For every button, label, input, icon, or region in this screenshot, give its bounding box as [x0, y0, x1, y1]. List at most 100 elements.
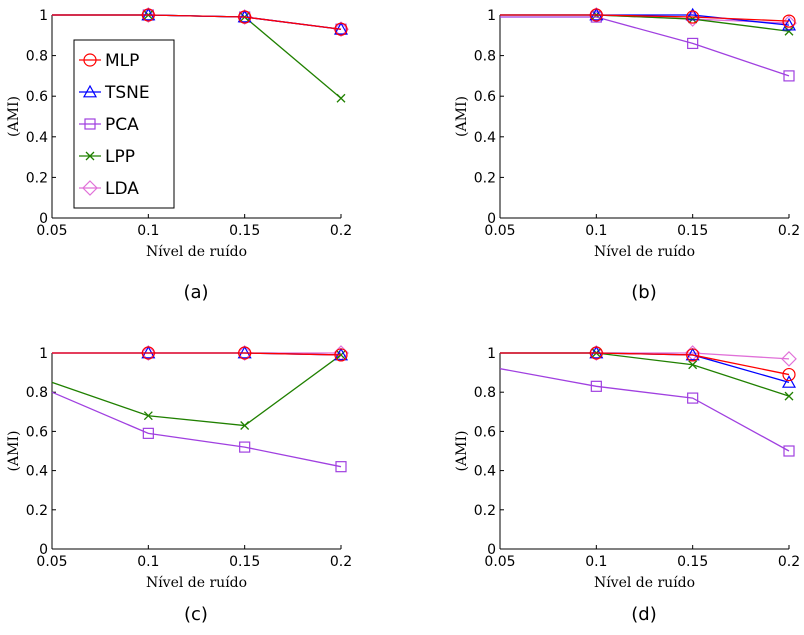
data-point-square: [239, 441, 251, 453]
y-tick-label: 0: [39, 211, 48, 227]
series-line: [500, 16, 790, 77]
y-tick-label: 1: [487, 346, 496, 362]
y-tick-label: 0.2: [474, 170, 496, 186]
x-tick-label: 0.05: [36, 554, 67, 570]
x-axis-label: Nível de ruído: [594, 575, 695, 591]
data-point-square: [335, 461, 347, 473]
data-point-square: [783, 445, 795, 457]
chart-panel-3: 0.05 0.1 0.15 0.2 0 0.2 0.4 0.6 0.8 1 Nível de ruí…: [454, 345, 800, 625]
y-tick-label: 0.8: [26, 385, 48, 401]
y-tick-label: 1: [39, 346, 48, 362]
legend-marker-x: [85, 151, 95, 161]
series-line: [499, 368, 790, 452]
x-tick-label: 0.2: [330, 554, 352, 570]
data-point-circle: [589, 346, 603, 360]
data-point-diamond: [588, 345, 605, 361]
data-point-circle: [238, 10, 252, 24]
series-line: [52, 14, 342, 30]
y-axis-label: (AMI): [454, 96, 470, 137]
x-tick-label: 0.2: [330, 223, 352, 239]
series-lpp: [51, 350, 346, 430]
series-lda: [500, 345, 797, 367]
legend-entry-tsne: TSNE: [79, 83, 150, 103]
y-tick-label: 0.2: [26, 170, 48, 186]
data-point-diamond: [140, 345, 157, 361]
data-point-triangle: [781, 17, 797, 31]
x-tick-label: 0.1: [585, 554, 607, 570]
legend: MLP TSNE PCA LPP LDA: [73, 39, 175, 209]
x-tick-label: 0.15: [229, 554, 260, 570]
x-tick-label: 0.05: [484, 223, 515, 239]
y-tick-label: 0.8: [474, 385, 496, 401]
y-tick-label: 0.6: [26, 89, 48, 105]
y-tick-label: 0.4: [26, 464, 48, 480]
series-line: [500, 352, 790, 384]
y-tick-label: 0.6: [474, 89, 496, 105]
x-tick-label: 0.2: [778, 223, 800, 239]
data-point-circle: [334, 348, 348, 362]
series-line: [51, 354, 342, 427]
data-point-x: [240, 421, 250, 430]
chart-panel-0: 0.05 0.1 0.15 0.2 0 0.2 0.4 0.6 0.8 1 Nível de ruí…: [6, 7, 352, 303]
series-mlp: [52, 8, 348, 36]
y-tick-label: 0.2: [26, 503, 48, 519]
data-point-square: [590, 380, 602, 392]
legend-label: PCA: [105, 115, 139, 135]
data-point-x: [336, 93, 346, 103]
y-tick-label: 0.6: [26, 424, 48, 440]
data-point-x: [784, 391, 794, 401]
data-point-square: [783, 70, 795, 82]
data-point-circle: [782, 14, 796, 28]
series-pca: [51, 391, 347, 473]
legend-label: TSNE: [104, 83, 150, 103]
series-line: [51, 391, 342, 468]
series-pca: [52, 9, 347, 35]
series-pca: [499, 368, 795, 457]
series-pca: [500, 11, 795, 82]
y-tick-label: 0.4: [474, 130, 496, 146]
data-point-x: [784, 26, 794, 36]
y-tick-label: 0.2: [474, 503, 496, 519]
legend-marker-triangle: [82, 84, 98, 98]
x-axis-label: Nível de ruído: [146, 575, 247, 591]
x-tick-label: 0.15: [229, 223, 260, 239]
series-line: [52, 14, 342, 30]
legend-entry-pca: PCA: [79, 115, 139, 135]
data-point-circle: [238, 346, 252, 360]
series-mlp: [500, 8, 796, 28]
data-point-circle: [141, 8, 155, 22]
y-axis-label: (AMI): [454, 431, 470, 472]
legend-label: MLP: [105, 51, 139, 71]
panel-caption: (c): [184, 604, 208, 625]
data-point-square: [687, 37, 699, 50]
x-tick-label: 0.05: [484, 554, 515, 570]
y-tick-label: 1: [487, 8, 496, 24]
series-line: [52, 352, 342, 356]
legend-marker-square: [84, 118, 96, 130]
series-line: [500, 14, 790, 22]
series-mlp: [500, 346, 796, 382]
data-point-triangle: [685, 7, 700, 21]
series-line: [52, 14, 342, 30]
data-point-square: [142, 427, 154, 439]
data-point-diamond: [781, 351, 797, 367]
y-tick-label: 0: [39, 542, 48, 558]
y-tick-label: 0.8: [26, 49, 48, 65]
x-tick-label: 0.1: [585, 223, 607, 239]
y-tick-label: 1: [39, 8, 48, 24]
legend-label: LPP: [105, 147, 135, 167]
series-line: [52, 14, 342, 30]
panel-caption: (d): [631, 604, 656, 625]
panel-caption: (b): [631, 282, 656, 303]
x-tick-label: 0.1: [137, 223, 159, 239]
x-axis-label: Nível de ruído: [146, 244, 247, 260]
x-tick-label: 0.15: [677, 223, 708, 239]
series-line: [500, 352, 790, 376]
series-line: [500, 352, 790, 397]
legend-entry-lda: LDA: [79, 179, 139, 199]
series-mlp: [52, 346, 348, 362]
data-point-circle: [141, 346, 155, 360]
x-tick-label: 0.2: [778, 554, 800, 570]
y-tick-label: 0: [487, 542, 496, 558]
